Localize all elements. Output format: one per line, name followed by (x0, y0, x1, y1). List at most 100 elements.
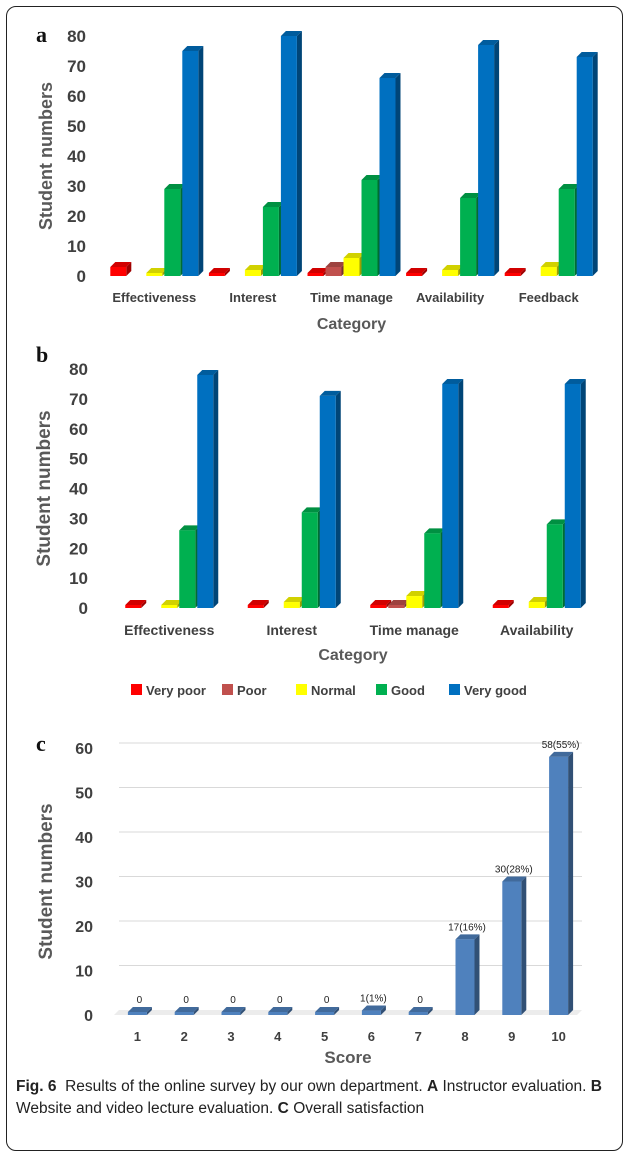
chart-a-ytick-label: 60 (67, 87, 86, 106)
chart-b-bar-very-good-front (319, 395, 336, 608)
chart-a-bar-normal-top (146, 268, 168, 273)
chart-b-bar-normal-top (161, 600, 183, 605)
chart-b-bar-very-poor (370, 600, 392, 608)
panel-a-letter: a (36, 22, 47, 47)
chart-a-bar-poor-top (325, 262, 347, 267)
chart-c-category-label: 7 (415, 1029, 422, 1044)
chart-b-bar-good-front (424, 533, 441, 608)
chart-b-category-label: Availability (500, 622, 574, 638)
chart-a-ytick-label: 0 (77, 267, 86, 286)
chart-c-yaxis-title: Student numbers (36, 803, 57, 959)
chart-c-bar-top (315, 1007, 340, 1012)
chart-b-bar-very-good (564, 378, 586, 608)
chart-a-bar-very-poor-front (110, 267, 127, 276)
chart-a-bar-very-poor-front (504, 273, 521, 276)
chart-b-bar-normal-top (528, 597, 550, 603)
chart-a-bar-very-good (280, 31, 302, 276)
chart-a-bar-good-top (164, 184, 186, 189)
chart-a-category-label: Time manage (310, 290, 393, 305)
chart-a-bar-very-poor-top (110, 262, 132, 267)
caption-label-c: C (277, 1100, 289, 1117)
chart-c-bar-top (174, 1007, 199, 1012)
chart-c-bar-top (455, 934, 480, 940)
chart-b-bar-very-poor (492, 600, 514, 608)
legend-label-poor: Poor (237, 683, 267, 698)
chart-c-ytick-label: 60 (75, 741, 93, 758)
chart-a-bar-very-poor-front (307, 273, 324, 276)
chart-c-bar-front (455, 939, 475, 1015)
chart-a-bar-very-poor-top (504, 268, 526, 273)
chart-c-data-label: 30(28%) (495, 865, 533, 876)
chart-b-yaxis-title: Student numbers (34, 410, 55, 566)
chart-a-bar-very-poor-side (224, 268, 230, 276)
chart-c-bar (127, 1007, 152, 1015)
chart-c-xaxis-title: Score (324, 1048, 371, 1067)
caption-text-b: Website and video lecture evaluation. (16, 1100, 274, 1117)
figure-frame (6, 6, 623, 1151)
chart-c-ytick-label: 10 (75, 964, 93, 981)
chart-c-category-label: 4 (274, 1029, 282, 1044)
chart-b-ytick-label: 80 (69, 360, 88, 379)
chart-b-bar-normal-front (406, 596, 423, 608)
chart-a-bar-very-good-front (478, 45, 495, 276)
chart-c-bar (408, 1007, 433, 1015)
chart-a-bar-very-poor (504, 268, 526, 276)
chart-b-bar-poor (388, 600, 410, 608)
legend-label-very-poor: Very poor (146, 683, 206, 698)
chart-a-bar-good-front (460, 198, 477, 276)
legend-swatch-normal (296, 684, 307, 695)
caption-fig-label: Fig. 6 (16, 1078, 57, 1095)
chart-c-category-label: 10 (551, 1029, 565, 1044)
chart-c-category-label: 6 (368, 1029, 375, 1044)
chart-a-bar-very-poor-top (406, 268, 428, 273)
chart-c-ytick-label: 50 (75, 786, 93, 803)
chart-b-bar-normal-front (283, 602, 300, 608)
chart-a-ytick-label: 80 (67, 27, 86, 46)
chart-c-data-label: 1(1%) (360, 994, 387, 1005)
chart-b-ytick-label: 0 (79, 599, 88, 618)
chart-b-bar-good-top (179, 525, 201, 531)
chart-b-bar-good-front (179, 530, 196, 608)
chart-b-bar-very-poor-side (386, 600, 392, 608)
chart-b-bar-very-poor-top (125, 600, 147, 605)
chart-b-bar-poor-front (388, 605, 405, 608)
chart-b-bar-good-front (546, 524, 563, 608)
caption-text-c: Overall satisfaction (293, 1100, 425, 1117)
chart-a-bar-very-poor-side (422, 268, 428, 276)
chart-a-bar-very-poor-top (307, 268, 329, 273)
chart-c-bar-side (287, 1007, 293, 1015)
chart-b-bar-poor-top (388, 600, 410, 605)
chart-c-bar-side (521, 876, 527, 1015)
legend-label-normal: Normal (311, 683, 356, 698)
chart-a-bar-normal (540, 262, 562, 276)
chart-a-bar-very-good (182, 46, 204, 276)
chart-a-bar-very-good-top (576, 52, 598, 57)
panel-c-letter: c (36, 731, 46, 756)
chart-b: 0 10 20 30 40 50 60 70 80 Effectiveness Interest Ti… (34, 360, 586, 664)
chart-c-bar (455, 934, 480, 1015)
chart-a-yaxis-title: Student numbers (36, 82, 56, 230)
chart-b-bar-very-poor-side (508, 600, 514, 608)
chart-c-bar (315, 1007, 340, 1015)
chart-b-bar-good-top (424, 528, 446, 534)
chart-c-data-label: 17(16%) (448, 922, 486, 933)
chart-b-bar-very-good-top (319, 390, 341, 396)
chart-a-bar-very-good-top (182, 46, 204, 51)
chart-a-bar-very-poor (406, 268, 428, 276)
chart-c-bar-top (221, 1007, 246, 1012)
chart-b-bar-normal (406, 591, 428, 608)
chart-b-bar-very-good-side (335, 390, 341, 608)
chart-b-ytick-label: 40 (69, 480, 88, 499)
chart-a-bar-normal-front (244, 270, 261, 276)
chart-a-bar-normal (343, 253, 365, 276)
chart-a-bar-good (361, 175, 383, 276)
chart-c-bar-top (408, 1007, 433, 1012)
chart-b-bar-very-good-top (442, 378, 464, 384)
legend-label-good: Good (391, 683, 425, 698)
chart-c-bar-front (408, 1012, 428, 1015)
chart-c-bar (361, 1005, 386, 1015)
chart-a-bar-normal (442, 265, 464, 276)
chart-a-bar-normal-top (540, 262, 562, 267)
chart-a-ytick-label: 40 (67, 147, 86, 166)
chart-c-bar (221, 1007, 246, 1015)
